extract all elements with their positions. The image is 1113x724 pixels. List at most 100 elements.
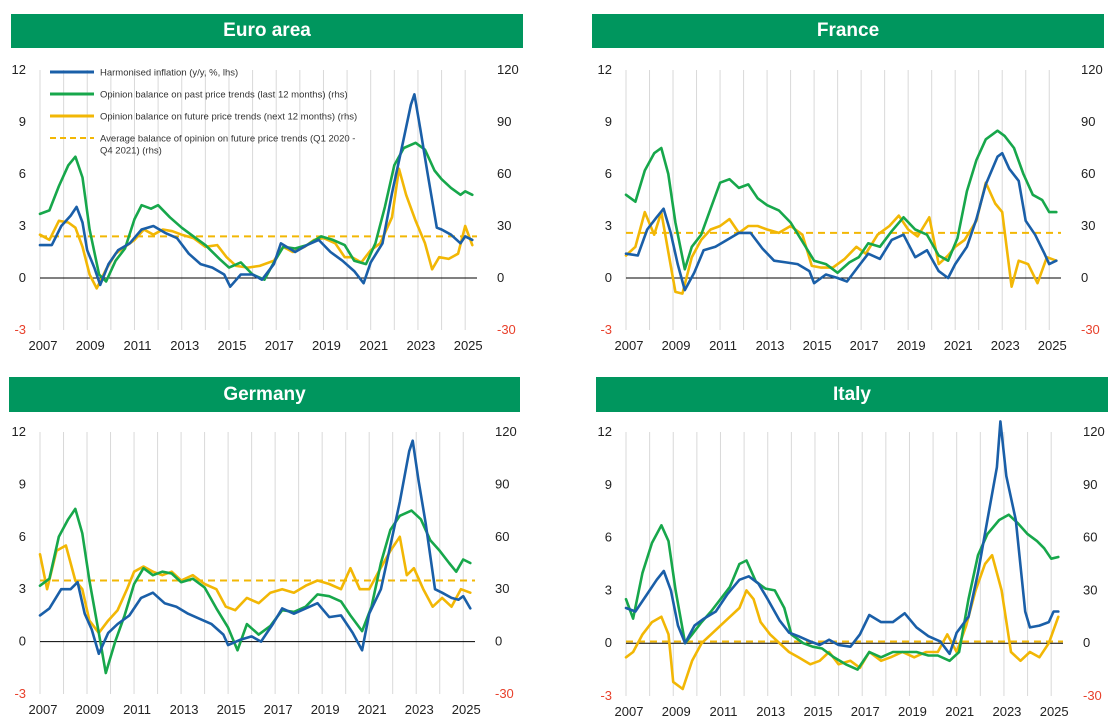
y-left-tick-label: 12 [598, 424, 612, 439]
x-tick-label: 2023 [992, 704, 1021, 719]
y-left-tick-label: 12 [12, 424, 26, 439]
x-tick-label: 2013 [170, 338, 199, 353]
x-tick-label: 2023 [405, 702, 434, 717]
y-right-tick-label: 0 [497, 270, 504, 285]
x-tick-label: 2025 [1040, 704, 1069, 719]
series-line-inflation [38, 439, 472, 656]
legend-label-average: Average balance of opinion on future pri… [100, 134, 355, 145]
x-tick-label: 2013 [756, 338, 785, 353]
x-tick-label: 2025 [454, 338, 483, 353]
panel-title-france: France [592, 14, 1104, 48]
x-tick-label: 2011 [710, 704, 738, 719]
x-tick-label: 2015 [218, 338, 247, 353]
y-left-tick-label: 3 [19, 218, 26, 233]
y-left-tick-label: 9 [605, 477, 612, 492]
x-tick-label: 2015 [804, 704, 833, 719]
x-tick-label: 2021 [944, 338, 973, 353]
y-right-tick-label: 30 [495, 581, 509, 596]
panel-title-text: Italy [832, 383, 872, 405]
x-tick-label: 2025 [1038, 338, 1067, 353]
y-left-tick-label: 0 [19, 634, 26, 649]
y-right-tick-label: 30 [1083, 582, 1097, 597]
y-left-tick-label: 9 [605, 114, 612, 129]
y-left-tick-label: -3 [14, 322, 26, 337]
legend-label-average: Q4 2021) (rhs) [100, 146, 162, 157]
x-tick-label: 2007 [29, 702, 58, 717]
x-tick-label: 2021 [358, 702, 387, 717]
y-left-tick-label: 6 [605, 166, 612, 181]
y-left-tick-label: 6 [19, 166, 26, 181]
y-left-tick-label: -3 [600, 688, 612, 703]
legend-label-future: Opinion balance on future price trends (… [100, 112, 357, 123]
y-left-tick-label: 6 [19, 529, 26, 544]
x-tick-label: 2023 [406, 338, 435, 353]
x-tick-label: 2021 [945, 704, 974, 719]
x-tick-label: 2019 [312, 338, 341, 353]
panel-title-euro-area: Euro area [11, 14, 523, 48]
y-right-tick-label: -30 [1081, 322, 1100, 337]
x-tick-label: 2013 [170, 702, 199, 717]
y-left-tick-label: 6 [605, 530, 612, 545]
y-left-tick-label: 3 [605, 218, 612, 233]
y-right-tick-label: 0 [1081, 270, 1088, 285]
x-tick-label: 2009 [662, 338, 691, 353]
x-tick-label: 2009 [662, 704, 691, 719]
x-tick-label: 2019 [898, 704, 927, 719]
y-right-tick-label: -30 [1083, 688, 1102, 703]
series-line-inflation [624, 420, 1060, 656]
y-right-tick-label: 30 [1081, 218, 1095, 233]
x-tick-label: 2011 [123, 702, 151, 717]
y-left-tick-label: 9 [19, 476, 26, 491]
x-tick-label: 2025 [452, 702, 481, 717]
y-right-tick-label: 120 [495, 424, 517, 439]
series-line-past [624, 129, 1058, 275]
y-right-tick-label: 30 [497, 218, 511, 233]
y-left-tick-label: 12 [598, 62, 612, 77]
y-right-tick-label: 0 [495, 634, 502, 649]
y-right-tick-label: 120 [497, 62, 519, 77]
x-tick-label: 2017 [851, 704, 880, 719]
series-line-inflation [38, 93, 474, 288]
x-tick-label: 2015 [803, 338, 832, 353]
y-left-tick-label: 3 [605, 582, 612, 597]
y-right-tick-label: 60 [1081, 166, 1095, 181]
x-tick-label: 2011 [709, 338, 737, 353]
y-right-tick-label: 120 [1083, 424, 1105, 439]
x-tick-label: 2019 [897, 338, 926, 353]
x-tick-label: 2013 [756, 704, 785, 719]
x-tick-label: 2019 [311, 702, 340, 717]
y-right-tick-label: 0 [1083, 635, 1090, 650]
y-left-tick-label: 12 [12, 62, 26, 77]
x-tick-label: 2017 [850, 338, 879, 353]
y-right-tick-label: 60 [497, 166, 511, 181]
y-right-tick-label: 60 [1083, 530, 1097, 545]
panel-title-italy: Italy [596, 377, 1108, 412]
x-tick-label: 2023 [991, 338, 1020, 353]
y-right-tick-label: 90 [1081, 114, 1095, 129]
y-right-tick-label: 90 [497, 114, 511, 129]
x-tick-label: 2015 [217, 702, 246, 717]
y-right-tick-label: 90 [1083, 477, 1097, 492]
x-tick-label: 2017 [264, 702, 293, 717]
x-tick-label: 2007 [29, 338, 58, 353]
y-left-tick-label: 9 [19, 114, 26, 129]
x-tick-label: 2007 [615, 338, 644, 353]
x-tick-label: 2007 [615, 704, 644, 719]
y-left-tick-label: -3 [600, 322, 612, 337]
y-left-tick-label: 0 [605, 635, 612, 650]
x-tick-label: 2009 [76, 338, 105, 353]
legend-label-inflation: Harmonised inflation (y/y, %, lhs) [100, 68, 238, 79]
series-line-future [624, 181, 1058, 295]
panel-title-text: Germany [223, 383, 306, 405]
y-left-tick-label: 3 [19, 581, 26, 596]
x-tick-label: 2017 [265, 338, 294, 353]
y-left-tick-label: -3 [14, 686, 26, 701]
y-right-tick-label: -30 [497, 322, 516, 337]
series-line-future [38, 535, 472, 635]
panel-title-text: Euro area [223, 20, 311, 41]
y-right-tick-label: 60 [495, 529, 509, 544]
